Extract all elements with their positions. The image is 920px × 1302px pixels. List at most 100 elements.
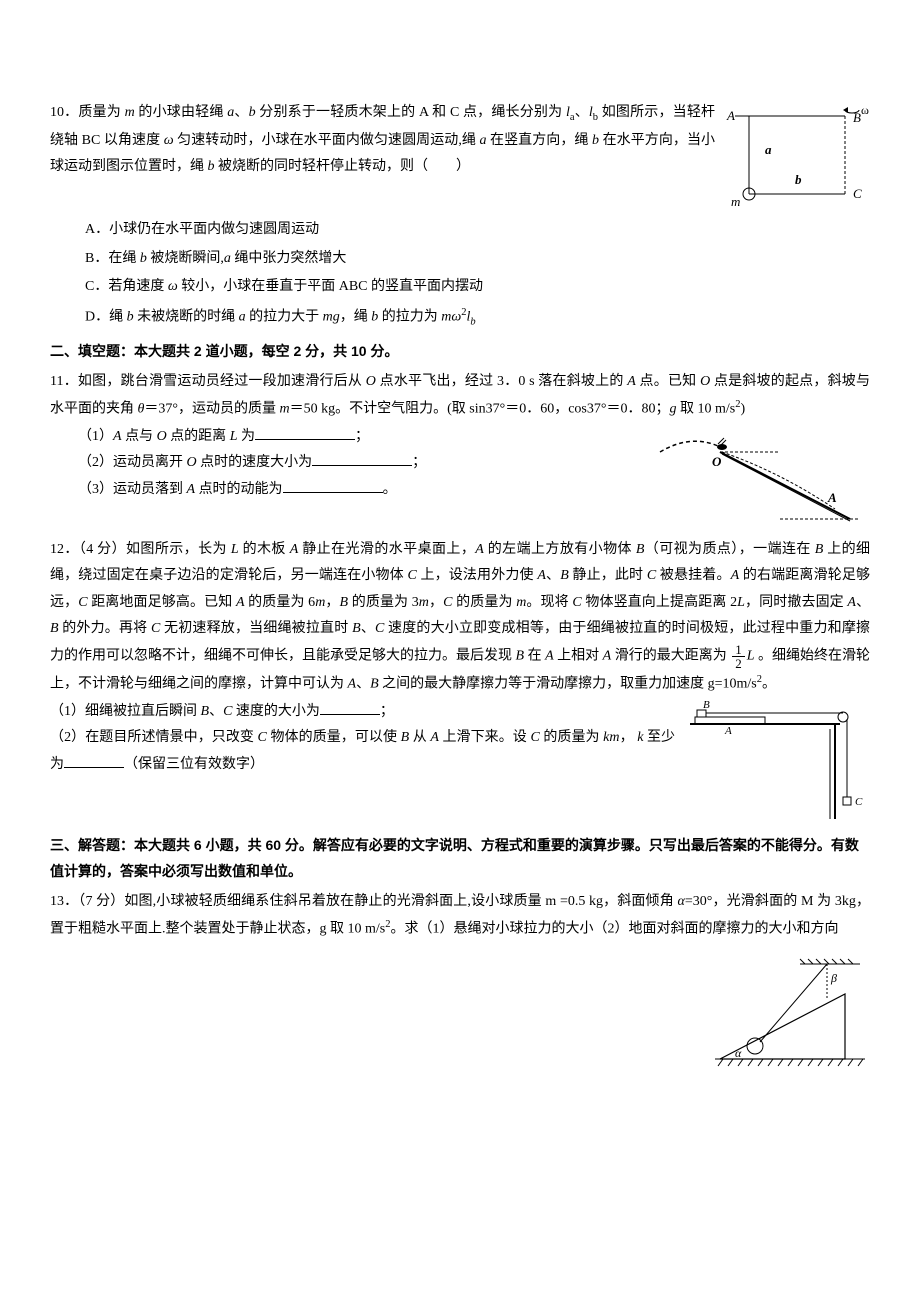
- q12-A3: A: [537, 568, 546, 583]
- q10-t8: 在竖直方向，绳: [487, 133, 593, 148]
- q12-s2: 的木板: [239, 542, 290, 557]
- q12-p2-B: B: [401, 730, 410, 745]
- q12-p2d: 上滑下来。设: [439, 730, 531, 745]
- q12-s21: 无初速释放，当细绳被拉直时: [160, 621, 352, 636]
- q11-semi2: ；: [412, 455, 426, 470]
- q10-B-1: 在绳: [108, 251, 140, 266]
- q10-t10: 被烧断的同时轻杆停止转动，则（ ）: [215, 159, 471, 174]
- q10-t3b: 、: [575, 105, 589, 120]
- q12-s10: 被悬挂着。: [656, 568, 730, 583]
- q10-B-2: 被烧断瞬间,: [147, 251, 224, 266]
- q13-num: 13．: [50, 894, 78, 909]
- q12-s4: 的左端上方放有小物体: [484, 542, 636, 557]
- q10-C-om: ω: [168, 279, 178, 294]
- q12-s19: ，同时撤去固定: [745, 595, 848, 610]
- q11-p3-A: A: [187, 482, 196, 497]
- q12-num: 12．: [50, 542, 79, 557]
- question-12: 12．（4 分）如图所示，长为 L 的木板 A 静止在光滑的水平桌面上，A 的左…: [50, 537, 870, 824]
- q10-t5: 绳长分别为: [491, 105, 566, 120]
- q12-s1: 如图所示，长为: [126, 542, 231, 557]
- fig12-A: A: [724, 725, 732, 737]
- q11-p2-O: O: [187, 455, 197, 470]
- fig13-beta: β: [830, 971, 837, 985]
- q10-C-1: 若角速度: [108, 279, 168, 294]
- q10-b2: b: [592, 133, 599, 148]
- q12-C7: C: [375, 621, 384, 636]
- q12-C3: C: [78, 595, 87, 610]
- q12-p2h: （保留三位有效数字）: [124, 757, 264, 772]
- q11-O1: O: [366, 374, 376, 389]
- q12-s18: 物体竖直向上提高距离 2: [582, 595, 737, 610]
- q10-C-2: 较小，小球在垂直于平面 ABC 的竖直平面内摆动: [178, 279, 483, 294]
- q12-A4: A: [731, 568, 740, 583]
- q12-s13: 的质量为 6: [245, 595, 316, 610]
- section-3-title: 三、解答题：本大题共 6 小题，共 60 分。解答应有必要的文字说明、方程式和重…: [50, 832, 870, 885]
- q10-t7: 匀速转动时，小球在水平面内做匀速圆周运动,绳: [174, 133, 480, 148]
- q12-s17: 。现将: [526, 595, 572, 610]
- q12-A9: A: [348, 677, 357, 692]
- q12-s28: 。: [762, 677, 776, 692]
- q12-C5: C: [572, 595, 581, 610]
- q10-A-txt: 小球仍在水平面内做匀速圆周运动: [109, 222, 319, 237]
- q10-D-mg: mg: [323, 309, 340, 324]
- q10-A-lbl: A．: [85, 222, 109, 237]
- question-13: 13．（7 分）如图,小球被轻质细绳系住斜吊着放在静止的光滑斜面上,设小球质量 …: [50, 889, 870, 1074]
- q10-B-3: 绳中张力突然增大: [231, 251, 347, 266]
- q12-B4: B: [340, 595, 349, 610]
- q12-s15: 的质量为 3: [348, 595, 419, 610]
- blank-q11-2: [312, 451, 412, 466]
- figure-q11: O A: [650, 424, 870, 529]
- q11-p3a: （3）运动员落到: [78, 482, 187, 497]
- q12-s8: 、: [546, 568, 560, 583]
- q10-D-a: a: [239, 309, 246, 324]
- blank-q12-2: [64, 753, 124, 768]
- q11-p1-O: O: [157, 429, 167, 444]
- fig10-A: A: [726, 108, 735, 123]
- q12-s14b: ，: [429, 595, 443, 610]
- fig10-omega: ω: [861, 104, 869, 117]
- q11-s3: 点。已知: [636, 374, 700, 389]
- q12-p1-C: C: [223, 704, 232, 719]
- q12-pts: （4 分）: [79, 542, 126, 557]
- q11-O2: O: [700, 374, 710, 389]
- q12-p2e: 的质量为: [540, 730, 603, 745]
- q11-p2b: 点时的速度大小为: [197, 455, 313, 470]
- q13-pts: （7 分）: [78, 894, 124, 909]
- q12-s9: 静止，此时: [569, 568, 647, 583]
- q12-p1b: 速度的大小为: [232, 704, 320, 719]
- q11-s2: 点水平飞出，经过 3．0 s 落在斜坡上的: [376, 374, 627, 389]
- q10-t4: 分别系于一轻质木架上的 A 和 C 点，: [256, 105, 492, 120]
- q10-D-3: 的拉力大于: [246, 309, 323, 324]
- q12-m1: m: [315, 595, 325, 610]
- q10-D-b1: b: [127, 309, 134, 324]
- q11-p1b: 点与: [122, 429, 157, 444]
- q12-L3: L: [747, 649, 755, 664]
- q10-D-4: ，绳: [340, 309, 372, 324]
- q11-p1a: （1）: [78, 429, 113, 444]
- q10-omega: ω: [164, 133, 174, 148]
- q10-B-a: a: [224, 251, 231, 266]
- q11-p2a: （2）运动员离开: [78, 455, 187, 470]
- fig11-O: O: [712, 454, 722, 469]
- q11-p1c: 点的距离: [167, 429, 230, 444]
- q12-s27: 之间的最大静摩擦力等于滑动摩擦力，取重力加速度 g=10m/s: [379, 677, 757, 692]
- q10-optB: B．在绳 b 被烧断瞬间,a 绳中张力突然增大: [50, 246, 870, 273]
- q11-p3b: 点时的动能为: [195, 482, 283, 497]
- q12-A7: A: [545, 649, 554, 664]
- q10-optC: C．若角速度 ω 较小，小球在垂直于平面 ABC 的竖直平面内摆动: [50, 274, 870, 301]
- q12-p2-C: C: [258, 730, 267, 745]
- q12-C4: C: [443, 595, 452, 610]
- q12-s25: 滑行的最大距离为: [611, 649, 730, 664]
- q12-p2-A: A: [430, 730, 439, 745]
- fig10-m: m: [731, 194, 740, 209]
- q11-s7: 取 10 m/s: [676, 402, 735, 417]
- fig10-C: C: [853, 186, 862, 201]
- q12-p2-C2: C: [530, 730, 539, 745]
- q12-B8: B: [370, 677, 379, 692]
- q11-semi1: ；: [355, 429, 369, 444]
- q10-D-2: 未被烧断的时绳: [134, 309, 239, 324]
- blank-q12-1: [320, 700, 380, 715]
- q11-s5: ＝37°，运动员的质量: [144, 402, 279, 417]
- q11-s8: ): [740, 402, 745, 417]
- q12-s7: 上，设法用外力使: [417, 568, 538, 583]
